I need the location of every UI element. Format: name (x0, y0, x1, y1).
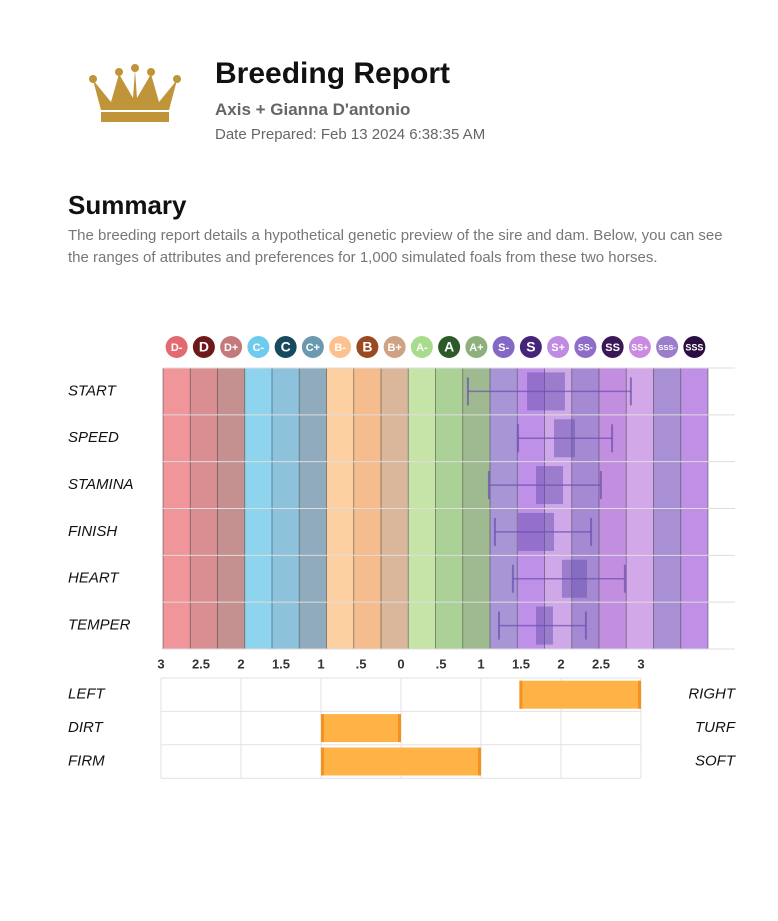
grade-label: B+ (387, 342, 401, 354)
grade-badge (165, 336, 188, 358)
grade-badge (683, 336, 706, 358)
box (561, 559, 588, 598)
grade-badge (628, 336, 651, 358)
box (554, 419, 576, 458)
grade-badge (656, 336, 679, 358)
x-tick-label: 1 (477, 656, 484, 671)
x-tick-label: 0 (397, 656, 404, 671)
row-label: TEMPER (68, 617, 131, 634)
grade-label: D (199, 339, 209, 355)
summary-heading: Summary (68, 190, 187, 220)
grade-label: SS- (578, 342, 593, 352)
x-tick-label: 2 (557, 656, 564, 671)
grade-badge (220, 336, 243, 358)
grade-label: D+ (224, 342, 238, 354)
box (527, 372, 565, 411)
grade-label: C+ (306, 342, 320, 354)
grade-badge (601, 336, 624, 358)
grade-badge (574, 336, 597, 358)
x-tick-label: 3 (157, 656, 164, 671)
grade-badge (192, 336, 215, 358)
left-label: DIRT (68, 719, 105, 736)
x-tick-label: 2 (237, 656, 244, 671)
bar-edge (321, 714, 324, 743)
preference-bar (321, 747, 481, 776)
grade-label: B- (334, 342, 346, 354)
preference-bar (519, 680, 641, 709)
x-tick-label: 2.5 (592, 656, 610, 671)
right-label: SOFT (695, 752, 737, 769)
row-label: START (68, 382, 118, 399)
right-label: TURF (695, 719, 736, 736)
grade-label: C- (253, 342, 265, 354)
grade-label: S- (498, 342, 509, 354)
grade-label: SSS (685, 342, 703, 352)
grade-badge (247, 336, 270, 358)
x-tick-label: 1.5 (272, 656, 290, 671)
grade-label: SSS- (658, 343, 676, 352)
date: Date Prepared: Feb 13 2024 6:38:35 AM (215, 126, 486, 143)
box (536, 606, 553, 645)
grade-badge (329, 336, 352, 358)
left-label: LEFT (68, 686, 107, 703)
x-tick-label: 1.5 (512, 656, 530, 671)
x-tick-label: 1 (317, 656, 324, 671)
summary-text: The breeding report details a hypothetic… (68, 227, 723, 266)
grade-label: SS (605, 342, 620, 354)
right-label: RIGHT (688, 686, 737, 703)
bar-edge (321, 747, 324, 776)
grade-label: D- (171, 342, 183, 354)
row-label: SPEED (68, 429, 119, 446)
grade-badge (274, 336, 297, 358)
grade-badge (547, 336, 570, 358)
x-tick-label: .5 (436, 656, 447, 671)
grade-label: A (444, 339, 454, 355)
grade-label: S+ (551, 342, 565, 354)
x-tick-label: 3 (637, 656, 644, 671)
left-label: FIRM (68, 752, 105, 769)
grade-badge (465, 336, 488, 358)
row-label: FINISH (68, 523, 117, 540)
bar-edge (638, 680, 641, 709)
grade-badge (410, 336, 433, 358)
subtitle: Axis + Gianna D'antonio (215, 100, 411, 119)
x-tick-label: .5 (356, 656, 367, 671)
grade-label: A+ (469, 342, 483, 354)
grade-label: B (362, 339, 372, 355)
row-label: STAMINA (68, 476, 134, 493)
title: Breeding Report (215, 57, 451, 90)
box (536, 466, 564, 505)
bar-edge (398, 714, 401, 743)
bar-edge (478, 747, 481, 776)
grade-badge (438, 336, 461, 358)
grade-label: A- (416, 342, 428, 354)
row-label: HEART (68, 570, 120, 587)
grade-badge (301, 336, 324, 358)
grade-label: C (281, 339, 291, 355)
grade-label: SS+ (631, 342, 648, 352)
grade-badge (519, 336, 542, 358)
crown-icon (89, 64, 181, 122)
preference-bar (321, 714, 401, 743)
grade-badge (492, 336, 515, 358)
box (518, 512, 555, 551)
x-tick-label: 2.5 (192, 656, 210, 671)
grade-badge (356, 336, 379, 358)
grade-label: S (526, 339, 535, 355)
bar-edge (519, 680, 523, 709)
grade-badge (383, 336, 406, 358)
